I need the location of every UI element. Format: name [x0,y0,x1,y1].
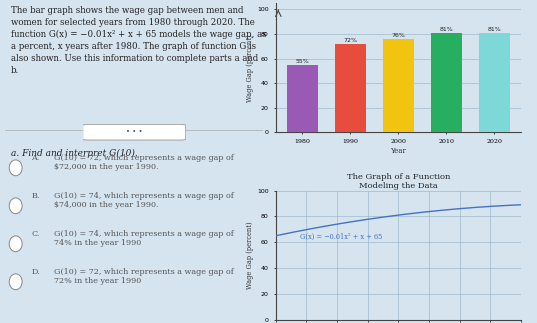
Text: a. Find and interpret G(10).: a. Find and interpret G(10). [11,149,137,158]
Text: C.: C. [31,230,40,237]
Circle shape [9,236,22,252]
Title: Wage Gap Between Men and
Women: Wage Gap Between Men and Women [332,0,465,3]
Circle shape [9,160,22,176]
Y-axis label: Wage Gap (percent): Wage Gap (percent) [246,221,254,289]
Text: B.: B. [31,192,40,200]
Bar [478,33,510,132]
Bar [383,39,414,132]
Bar [335,44,366,132]
Y-axis label: Wage Gap (percent): Wage Gap (percent) [246,34,254,102]
X-axis label: Year: Year [390,147,406,155]
Circle shape [9,198,22,214]
Text: The bar graph shows the wage gap between men and
women for selected years from 1: The bar graph shows the wage gap between… [11,6,266,75]
Text: 81%: 81% [439,26,453,32]
Text: G(10) = 72, which represents a wage gap of
$72,000 in the year 1990.: G(10) = 72, which represents a wage gap … [54,154,234,172]
Circle shape [9,274,22,290]
Text: 76%: 76% [391,33,405,38]
Text: A.: A. [31,154,39,162]
Text: 72%: 72% [343,37,357,43]
Text: D.: D. [31,267,40,276]
Title: The Graph of a Function
Modeling the Data: The Graph of a Function Modeling the Dat… [346,172,450,190]
Text: G(x) = −0.01x² + x + 65: G(x) = −0.01x² + x + 65 [300,232,382,240]
Text: 55%: 55% [295,58,309,64]
Bar [287,65,318,132]
Text: G(10) = 74, which represents a wage gap of
74% in the year 1990: G(10) = 74, which represents a wage gap … [54,230,234,247]
Text: G(10) = 74, which represents a wage gap of
$74,000 in the year 1990.: G(10) = 74, which represents a wage gap … [54,192,234,209]
Text: 81%: 81% [487,26,501,32]
Text: G(10) = 72, which represents a wage gap of
72% in the year 1990: G(10) = 72, which represents a wage gap … [54,267,234,285]
Bar [431,33,462,132]
